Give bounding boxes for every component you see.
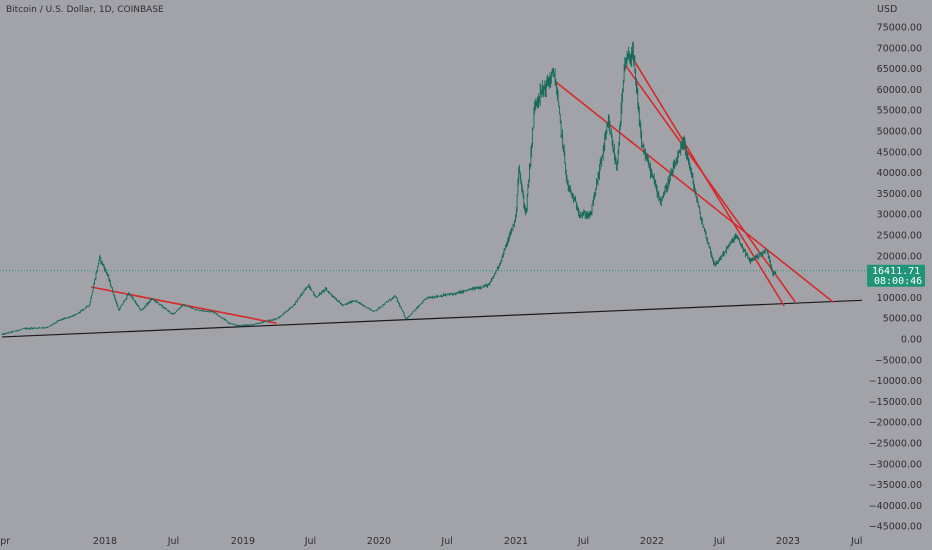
y-tick-label: −5000.00 xyxy=(875,355,922,366)
support-line-group xyxy=(1,299,863,338)
y-tick-label: −30000.00 xyxy=(869,459,922,470)
y-tick-label: 60000.00 xyxy=(877,85,922,96)
y-tick-label: 10000.00 xyxy=(877,293,922,304)
y-tick-label: −15000.00 xyxy=(869,397,922,408)
x-tick-label: Jul xyxy=(577,536,589,547)
y-tick-label: 75000.00 xyxy=(877,23,922,34)
symbol-title[interactable]: Bitcoin / U.S. Dollar, 1D, COINBASE xyxy=(6,5,164,15)
x-axis[interactable]: Apr 2018 Jul 2019 Jul 2020 Jul 2021 Jul 2022 Jul 20… xyxy=(0,536,862,547)
x-tick-label: 2019 xyxy=(231,536,255,547)
y-tick-label: −40000.00 xyxy=(869,501,922,512)
red-trendline[interactable] xyxy=(554,80,835,304)
red-trendline[interactable] xyxy=(631,57,785,307)
x-tick-label: Jul xyxy=(440,536,452,547)
price-tag: 16411.71 08:00:46 xyxy=(867,264,925,287)
y-tick-label: 55000.00 xyxy=(877,106,922,117)
y-tick-label: −35000.00 xyxy=(869,480,922,491)
y-tick-label: 65000.00 xyxy=(877,64,922,75)
y-tick-label: −20000.00 xyxy=(869,418,922,429)
price-tag-value: 16411.71 xyxy=(872,266,920,277)
y-tick-label: 70000.00 xyxy=(877,43,922,54)
y-tick-label: −10000.00 xyxy=(869,376,922,387)
y-tick-label: 30000.00 xyxy=(877,210,922,221)
y-tick-label: 20000.00 xyxy=(877,251,922,262)
price-tag-countdown: 08:00:46 xyxy=(874,276,922,287)
currency-label: USD xyxy=(877,4,897,15)
x-tick-label: Apr xyxy=(0,536,10,547)
x-tick-label: 2023 xyxy=(776,536,800,547)
y-tick-label: 40000.00 xyxy=(877,168,922,179)
x-tick-label: Jul xyxy=(850,536,862,547)
y-tick-label: 50000.00 xyxy=(877,127,922,138)
price-tag-background xyxy=(867,264,925,287)
y-tick-label: 35000.00 xyxy=(877,189,922,200)
x-tick-label: 2021 xyxy=(504,536,528,547)
y-tick-label: −45000.00 xyxy=(869,522,922,533)
y-tick-label: 5000.00 xyxy=(883,314,922,325)
x-tick-label: 2018 xyxy=(93,536,117,547)
x-tick-label: Jul xyxy=(304,536,316,547)
support-trendline[interactable] xyxy=(1,299,863,338)
x-tick-label: 2022 xyxy=(640,536,664,547)
candles-group xyxy=(1,41,777,335)
x-tick-label: Jul xyxy=(167,536,179,547)
y-tick-label: 45000.00 xyxy=(877,147,922,158)
y-tick-label: −25000.00 xyxy=(869,439,922,450)
y-tick-label: 25000.00 xyxy=(877,231,922,242)
y-tick-label: 0.00 xyxy=(901,335,922,346)
x-tick-label: Jul xyxy=(713,536,725,547)
x-tick-label: 2020 xyxy=(367,536,391,547)
price-candles xyxy=(1,41,777,335)
